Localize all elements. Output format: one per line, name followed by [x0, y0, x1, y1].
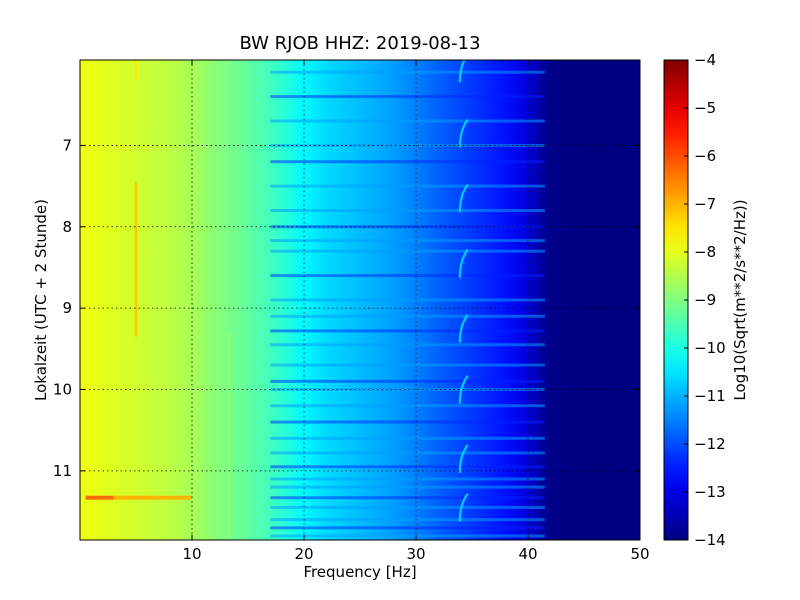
y-axis-label: Lokalzeit (UTC + 2 Stunde)	[32, 199, 50, 401]
x-tick-label: 30	[406, 545, 425, 563]
chart-title: BW RJOB HHZ: 2019-08-13	[239, 33, 480, 54]
tone-trace	[458, 183, 469, 213]
colorbar-tick-label: −5	[694, 99, 716, 117]
hour-band	[270, 451, 545, 455]
horizontal-feature	[85, 495, 114, 500]
x-tick-label: 10	[182, 545, 201, 563]
colorbar-tick-label: −6	[694, 147, 716, 165]
hour-band	[270, 160, 545, 164]
x-tick-label: 40	[518, 545, 537, 563]
x-axis-label: Frequency [Hz]	[303, 563, 416, 581]
tone-trace	[458, 248, 469, 278]
colorbar-tick-label: −14	[694, 531, 726, 549]
hour-band	[270, 184, 545, 188]
vertical-feature	[134, 60, 138, 81]
hour-band	[270, 505, 545, 509]
x-tick-label: 20	[294, 545, 313, 563]
y-tick-label: 8	[62, 218, 72, 236]
hour-band	[270, 343, 545, 347]
plot-frame	[79, 59, 641, 541]
hour-band	[270, 329, 545, 333]
hour-band	[270, 387, 545, 391]
x-tick-label: 50	[630, 545, 649, 563]
hour-band	[270, 518, 545, 522]
y-tick-label: 11	[53, 462, 72, 480]
hour-band	[270, 239, 545, 243]
colorbar-tick-label: −13	[694, 483, 726, 501]
colorbar-tick-label: −12	[694, 435, 726, 453]
colorbar-tick-label: −4	[694, 51, 716, 69]
tone-trace	[458, 375, 469, 404]
hour-band	[270, 420, 545, 424]
hour-band	[270, 404, 545, 408]
hour-band	[270, 526, 545, 530]
y-tick-label: 7	[62, 136, 72, 154]
colorbar-tick-label: −11	[694, 387, 726, 405]
hour-band	[270, 119, 545, 123]
hour-band	[270, 70, 545, 74]
hour-band	[270, 363, 545, 367]
tone-trace	[458, 493, 469, 522]
hour-band	[270, 209, 545, 213]
hour-band	[270, 534, 545, 538]
vertical-feature	[227, 332, 231, 536]
hour-band	[270, 225, 545, 229]
spectral-features	[85, 60, 231, 536]
tone-trace	[458, 444, 469, 473]
y-tick-label: 10	[53, 380, 72, 398]
horizontal-feature	[113, 495, 192, 500]
y-axis-ticks: 7 8 9 10 11	[53, 136, 640, 480]
colorbar-tick-label: −7	[694, 195, 716, 213]
hour-band	[270, 465, 545, 469]
hour-band	[270, 249, 545, 253]
hour-band	[270, 314, 545, 318]
x-axis-ticks: 10 20 30 40 50	[182, 60, 650, 563]
hour-band	[270, 379, 545, 383]
vertical-feature	[134, 182, 138, 337]
tone-trace	[458, 118, 469, 148]
hour-band	[270, 143, 545, 147]
hour-band	[270, 95, 545, 99]
tone-lines	[458, 60, 469, 522]
hour-band	[270, 436, 545, 440]
colorbar-tick-label: −8	[694, 243, 716, 261]
hour-band	[270, 485, 545, 489]
grid-lines	[80, 60, 640, 540]
hour-band	[270, 274, 545, 278]
hour-band	[270, 496, 545, 500]
y-tick-label: 9	[62, 299, 72, 317]
tone-trace	[458, 60, 466, 83]
tone-trace	[458, 314, 469, 343]
colorbar-tick-label: −10	[694, 339, 726, 357]
colorbar-label: Log10(Sqrt(m**2/s**2/Hz))	[731, 199, 749, 400]
hour-band	[270, 298, 545, 302]
hour-bands	[270, 70, 545, 538]
heatmap-area	[80, 60, 640, 540]
hour-band	[270, 477, 545, 481]
colorbar-tick-label: −9	[694, 291, 716, 309]
colorbar-ticks: −4 −5 −6 −7 −8 −9 −10 −11 −12 −13 −14	[684, 51, 726, 549]
